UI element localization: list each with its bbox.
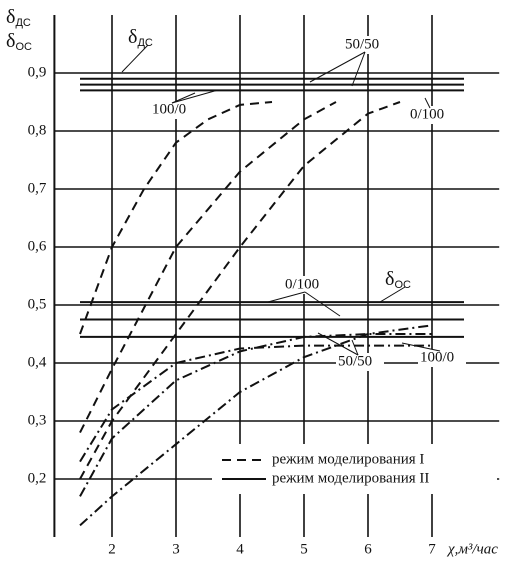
annotation: δОС: [385, 268, 411, 291]
label-bg: [126, 29, 174, 47]
symbol: δ: [6, 6, 15, 28]
symbol: δ: [128, 26, 137, 48]
data-line: [79, 101, 337, 434]
y-tick-label: 0,9: [28, 64, 47, 80]
subscript: ОС: [15, 41, 32, 53]
leader-line: [379, 286, 406, 303]
y-tick-label: 0,6: [28, 238, 47, 254]
leader-line: [317, 332, 359, 356]
legend-label: режим моделирования I: [272, 451, 424, 467]
y-axis-label: δОС: [6, 30, 32, 53]
y-tick-label: 0,8: [28, 122, 47, 138]
legend-label: режим моделирования II: [272, 470, 429, 486]
annotation: 50/50: [338, 353, 372, 369]
x-tick-label: 5: [300, 541, 308, 557]
leader-line: [351, 339, 359, 356]
leader-line: [424, 97, 431, 109]
annotation: 50/50: [345, 36, 379, 52]
label-bg: [283, 276, 331, 294]
symbol: δ: [385, 268, 394, 290]
subscript: ДС: [137, 37, 152, 49]
annotation: 100/0: [152, 101, 186, 117]
label-bg: [418, 349, 466, 367]
annotation: 100/0: [420, 349, 454, 365]
leader-line: [351, 51, 366, 87]
y-tick-label: 0,7: [28, 180, 47, 196]
y-tick-label: 0,5: [28, 296, 47, 312]
label-bg: [343, 36, 391, 54]
label-bg: [408, 106, 456, 124]
leader-line: [121, 44, 149, 73]
annotation: δДС: [128, 26, 153, 49]
x-tick-label: 6: [364, 541, 372, 557]
data-line: [79, 324, 433, 527]
data-line: [79, 333, 432, 497]
x-tick-label: 2: [108, 541, 116, 557]
x-axis-label: χ,м³/час: [446, 541, 498, 557]
subscript: ДС: [15, 17, 30, 29]
symbol: δ: [6, 30, 15, 52]
leader-line: [309, 51, 366, 83]
data-line: [79, 101, 273, 335]
x-tick-label: 3: [172, 541, 180, 557]
leader-line: [401, 342, 441, 352]
y-axis-label: δДС: [6, 6, 31, 29]
data-line: [79, 101, 401, 480]
y-tick-label: 0,4: [28, 354, 47, 370]
leader-line: [304, 291, 341, 317]
annotation: 0/100: [285, 276, 319, 292]
x-tick-label: 4: [236, 541, 244, 557]
x-tick-label: 7: [428, 541, 436, 557]
leader-line: [171, 92, 196, 104]
y-tick-label: 0,2: [28, 470, 47, 486]
subscript: ОС: [394, 279, 411, 291]
leader-line: [171, 89, 219, 104]
label-bg: [383, 271, 431, 289]
label-bg: [336, 353, 384, 371]
label-bg: [150, 101, 198, 119]
leader-line: [267, 291, 306, 303]
annotation: 0/100: [410, 106, 444, 122]
legend-box: [212, 444, 497, 494]
y-tick-label: 0,3: [28, 412, 47, 428]
